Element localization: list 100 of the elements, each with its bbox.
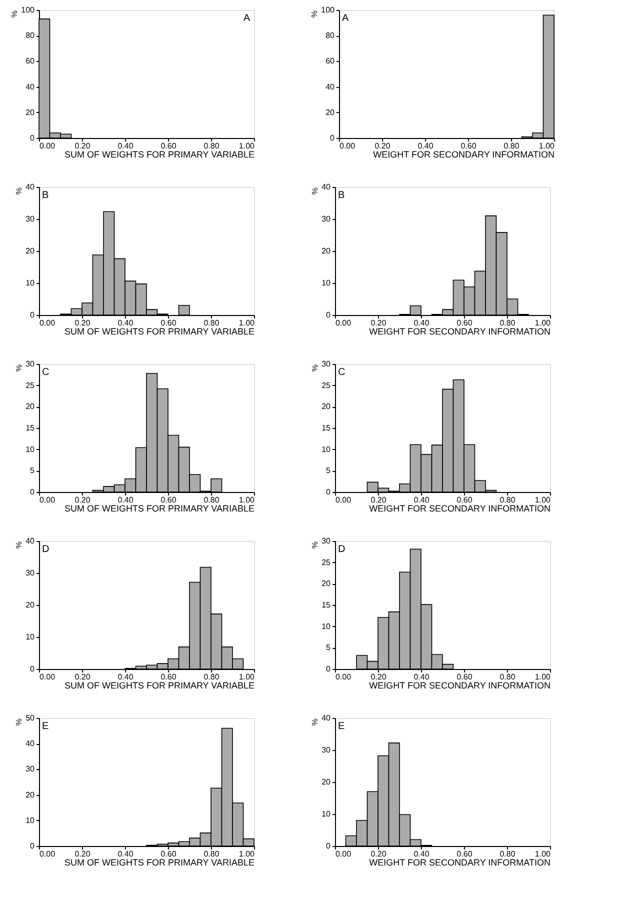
annotation: B xyxy=(42,190,49,201)
y-tick-label: 20 xyxy=(322,402,332,412)
x-axis-title: WEIGHT FOR SECONDARY INFORMATION xyxy=(369,504,550,514)
x-tick-label: 0.60 xyxy=(456,850,473,858)
y-tick-label: 20 xyxy=(26,246,36,256)
x-tick-label: 0.20 xyxy=(74,672,91,682)
x-tick-label: 0.80 xyxy=(500,496,516,504)
annotation: D xyxy=(338,544,346,555)
annotation: B xyxy=(338,190,345,201)
annotation: A xyxy=(243,13,250,24)
x-axis-title: WEIGHT FOR SECONDARY INFORMATION xyxy=(373,150,554,160)
y-tick-label: 10 xyxy=(26,632,36,642)
x-tick-label: 1.00 xyxy=(534,672,552,682)
x-tick-label: 0.80 xyxy=(500,672,516,682)
y-tick-label: 40 xyxy=(26,739,36,748)
y-tick-label: 20 xyxy=(26,790,36,800)
y-tick-label: 0 xyxy=(30,134,36,142)
y-tick-label: 30 xyxy=(322,536,332,546)
y-tick-label: 5 xyxy=(30,466,36,476)
annotation: A xyxy=(342,13,349,24)
x-tick-label: 0.00 xyxy=(40,496,56,504)
x-tick-label: 0.20 xyxy=(370,850,387,858)
x-tick-label: 0.20 xyxy=(370,672,387,682)
y-tick-label: 60 xyxy=(26,56,36,66)
x-tick-label: 0.60 xyxy=(160,142,177,150)
y-tick-label: 0 xyxy=(326,488,332,496)
y-tick-label: 40 xyxy=(26,536,36,546)
annotation: D xyxy=(42,544,50,555)
y-tick-label: 40 xyxy=(326,82,336,92)
x-tick-label: 0.80 xyxy=(204,672,220,682)
y-tick-label: 25 xyxy=(322,558,332,567)
x-tick-label: 1.00 xyxy=(534,318,552,328)
y-tick-label: 10 xyxy=(322,810,332,818)
x-tick-label: 1.00 xyxy=(534,496,552,504)
x-tick-label: 0.40 xyxy=(414,672,430,682)
y-tick-label: 20 xyxy=(322,246,332,256)
y-tick-label: 40 xyxy=(322,714,332,722)
y-tick-label: 40 xyxy=(26,82,36,92)
x-tick-label: 1.00 xyxy=(238,496,256,504)
y-tick-label: 30 xyxy=(26,764,36,774)
x-tick-label: 1.00 xyxy=(534,850,552,858)
y-tick-label: 10 xyxy=(322,622,332,631)
y-axis-title: % xyxy=(310,10,320,18)
y-tick-label: 0 xyxy=(326,664,332,674)
y-tick-label: 30 xyxy=(322,360,332,368)
y-tick-label: 0 xyxy=(30,488,36,496)
y-tick-label: 0 xyxy=(330,134,336,142)
x-tick-label: 0.40 xyxy=(118,672,134,682)
annotation: E xyxy=(338,721,345,732)
x-tick-label: 0.80 xyxy=(204,496,220,504)
y-axis-title: % xyxy=(310,718,320,726)
x-tick-label: 0.80 xyxy=(500,318,516,328)
x-tick-label: 0.80 xyxy=(500,850,516,858)
y-tick-label: 15 xyxy=(322,600,332,610)
x-tick-label: 0.20 xyxy=(370,496,387,504)
y-tick-label: 40 xyxy=(26,182,36,192)
x-tick-label: 0.40 xyxy=(118,496,134,504)
x-tick-label: 0.00 xyxy=(40,672,56,682)
y-tick-label: 10 xyxy=(322,278,332,288)
y-tick-label: 50 xyxy=(26,714,36,722)
x-tick-label: 0.40 xyxy=(414,496,430,504)
x-axis-title: SUM OF WEIGHTS FOR PRIMARY VARIABLE xyxy=(64,680,254,690)
x-tick-label: 1.00 xyxy=(238,672,256,682)
x-tick-label: 0.60 xyxy=(160,672,177,682)
y-axis-title: % xyxy=(14,718,24,726)
x-tick-label: 0.80 xyxy=(204,850,220,858)
y-tick-label: 100 xyxy=(21,6,36,14)
x-tick-label: 1.00 xyxy=(238,142,256,150)
y-tick-label: 10 xyxy=(26,278,36,288)
y-tick-label: 40 xyxy=(322,182,332,192)
x-tick-label: 0.00 xyxy=(40,850,56,858)
y-tick-label: 20 xyxy=(26,108,36,117)
y-tick-label: 5 xyxy=(326,643,332,652)
x-tick-label: 0.60 xyxy=(160,496,177,504)
y-tick-label: 0 xyxy=(30,664,36,674)
y-tick-label: 0 xyxy=(326,310,332,320)
x-tick-label: 0.80 xyxy=(204,318,220,328)
x-tick-label: 0.20 xyxy=(370,318,387,328)
x-tick-label: 0.20 xyxy=(374,142,391,150)
x-tick-label: 1.00 xyxy=(538,142,556,150)
x-axis-title: SUM OF WEIGHTS FOR PRIMARY VARIABLE xyxy=(64,858,254,868)
x-tick-label: 0.60 xyxy=(160,318,177,328)
y-tick-label: 15 xyxy=(322,424,332,432)
x-tick-label: 0.00 xyxy=(336,496,352,504)
y-tick-label: 10 xyxy=(26,816,36,825)
y-tick-label: 30 xyxy=(322,214,332,224)
x-tick-label: 0.40 xyxy=(118,318,134,328)
y-tick-label: 30 xyxy=(26,214,36,224)
x-axis-title: WEIGHT FOR SECONDARY INFORMATION xyxy=(369,326,550,336)
y-axis-title: % xyxy=(14,542,24,549)
y-tick-label: 20 xyxy=(322,778,332,786)
y-tick-label: 60 xyxy=(326,56,336,66)
x-axis-title: SUM OF WEIGHTS FOR PRIMARY VARIABLE xyxy=(64,326,254,336)
y-axis-title: % xyxy=(14,188,24,195)
x-axis-title: SUM OF WEIGHTS FOR PRIMARY VARIABLE xyxy=(64,150,254,160)
y-tick-label: 20 xyxy=(326,108,336,117)
y-axis-title: % xyxy=(310,542,320,549)
x-tick-label: 0.40 xyxy=(414,850,430,858)
y-axis-title: % xyxy=(310,188,320,195)
x-tick-label: 0.00 xyxy=(336,672,352,682)
